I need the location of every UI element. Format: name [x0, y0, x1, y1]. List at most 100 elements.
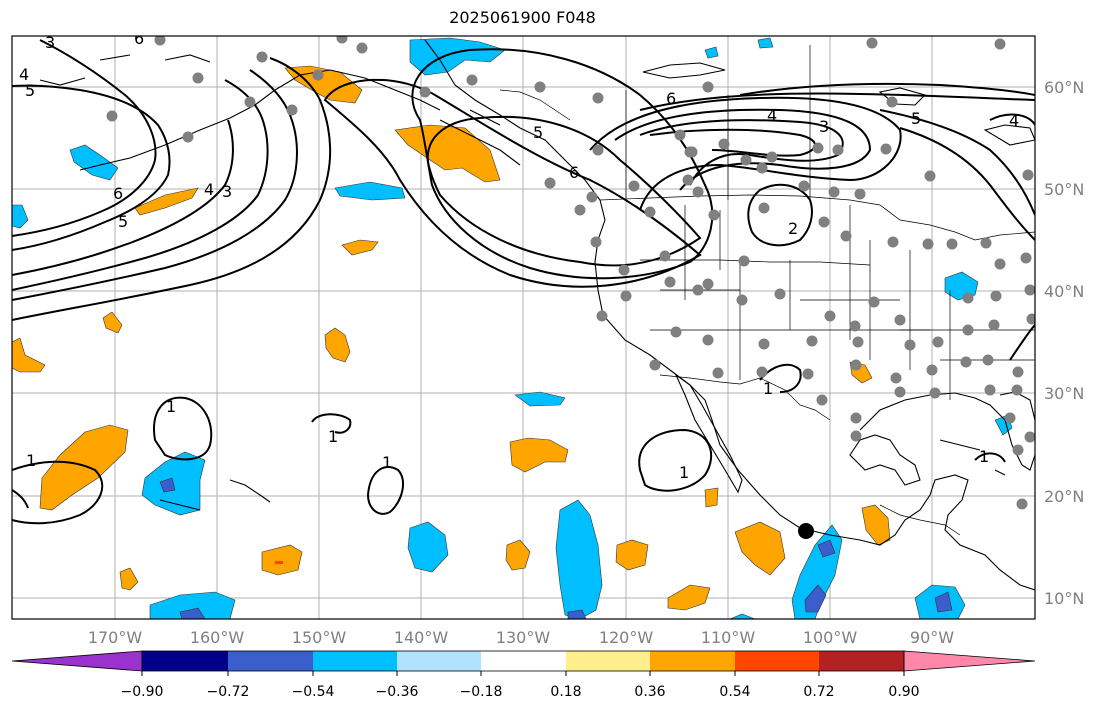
lat-tick-label: 50°N	[1044, 180, 1084, 199]
colorbar-tick-label: −0.54	[292, 684, 335, 700]
contour-label: 3	[45, 33, 55, 52]
station-marker	[946, 238, 958, 250]
contour-label: 6	[666, 89, 676, 108]
station-marker	[832, 144, 844, 156]
negative-anomaly-patch	[69, 144, 119, 181]
station-marker	[1004, 412, 1016, 424]
positive-anomaly-patch	[12, 337, 46, 373]
contour-label: 1	[763, 379, 773, 398]
station-marker	[702, 278, 714, 290]
lat-tick-label: 30°N	[1044, 384, 1084, 403]
station-marker	[756, 162, 768, 174]
negative-anomaly-patch	[149, 591, 236, 619]
station-marker	[924, 170, 936, 182]
colorbar-tick-label: −0.72	[207, 684, 250, 700]
station-marker	[894, 314, 906, 326]
lat-tick-label: 10°N	[1044, 589, 1084, 608]
colorbar-tick-label: 0.18	[550, 684, 581, 700]
station-marker	[738, 255, 750, 267]
contour-label: 1	[26, 451, 36, 470]
positive-anomaly-patch	[134, 187, 199, 216]
contour-label: 4	[767, 106, 777, 125]
station-marker	[1012, 366, 1024, 378]
station-marker	[419, 86, 431, 98]
station-marker	[818, 216, 830, 228]
positive-anomaly-patch	[505, 539, 531, 571]
station-marker	[798, 180, 810, 192]
strong-negative-anomaly-patch	[179, 607, 206, 619]
colorbar-segment	[142, 651, 228, 671]
colorbar-tick-label: 0.36	[634, 684, 665, 700]
colorbar-segment	[228, 651, 313, 671]
contour-label: 3	[222, 182, 232, 201]
negative-anomaly-patch	[334, 181, 406, 201]
station-marker	[982, 354, 994, 366]
station-marker	[712, 367, 724, 379]
station-marker	[356, 42, 368, 54]
positive-anomaly-patch	[704, 487, 719, 508]
positive-anomaly-patch	[119, 567, 139, 591]
station-marker	[1020, 252, 1032, 264]
station-marker	[674, 129, 686, 141]
contour-label: 5	[118, 212, 128, 231]
contour-label: 5	[25, 81, 35, 100]
station-marker	[894, 386, 906, 398]
station-marker	[812, 142, 824, 154]
station-marker	[592, 144, 604, 156]
station-marker	[628, 180, 640, 192]
contour-label: 1	[979, 447, 989, 466]
station-marker	[756, 366, 768, 378]
station-marker	[988, 319, 1000, 331]
negative-anomaly-patch	[757, 37, 774, 49]
station-marker	[692, 284, 704, 296]
station-marker	[849, 320, 861, 332]
colorbar-extend-low	[11, 650, 143, 672]
highlighted-location-marker	[798, 523, 814, 539]
station-marker	[586, 191, 598, 203]
station-marker	[644, 206, 656, 218]
negative-anomaly-patch	[12, 204, 29, 229]
contour-label: 1	[328, 427, 338, 446]
station-marker	[994, 258, 1006, 270]
contour-label: 4	[204, 180, 214, 199]
positive-anomaly-patch	[39, 424, 129, 511]
colorbar-tick-label: 0.90	[888, 684, 919, 700]
station-marker	[766, 151, 778, 163]
station-marker	[990, 290, 1002, 302]
station-marker	[887, 236, 899, 248]
station-marker	[840, 230, 852, 242]
colorbar-segment	[735, 651, 819, 671]
contour-label: 5	[533, 123, 543, 142]
station-marker	[708, 209, 720, 221]
lat-tick-label: 20°N	[1044, 487, 1084, 506]
station-marker	[682, 174, 694, 186]
strong-negative-anomaly-patch	[934, 591, 953, 613]
station-marker	[994, 38, 1006, 50]
station-marker	[806, 335, 818, 347]
lon-tick-label: 90°W	[910, 628, 954, 647]
station-marker	[649, 359, 661, 371]
station-marker	[659, 250, 671, 262]
positive-anomaly-patch	[734, 521, 786, 576]
lon-tick-label: 170°W	[88, 628, 143, 647]
contour-label: 6	[113, 184, 123, 203]
negative-anomaly-patch	[729, 613, 756, 619]
station-marker	[828, 186, 840, 198]
contour-label: 1	[679, 463, 689, 482]
station-marker	[886, 96, 898, 108]
station-marker	[929, 387, 941, 399]
strong-positive-anomaly-patch	[275, 561, 283, 564]
station-marker	[984, 384, 996, 396]
colorbar-segment	[397, 651, 481, 671]
station-marker	[256, 51, 268, 63]
station-marker	[1024, 431, 1035, 443]
latitude-ticks: 60°N 50°N 40°N 30°N 20°N 10°N	[1044, 78, 1084, 608]
station-marker	[244, 96, 256, 108]
colorbar-tick-label: −0.18	[460, 684, 503, 700]
lon-tick-label: 120°W	[599, 628, 654, 647]
station-marker	[718, 138, 730, 150]
station-marker	[1012, 444, 1024, 456]
map-title: 2025061900 F048	[449, 8, 596, 27]
station-marker	[592, 92, 604, 104]
station-marker	[618, 264, 630, 276]
